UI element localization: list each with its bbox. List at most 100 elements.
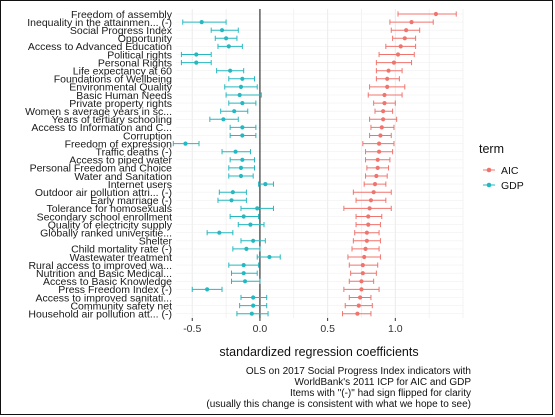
category-label: Access to improved sanitati... — [35, 292, 172, 304]
category-label: Corruption — [123, 130, 172, 142]
data-point — [229, 198, 234, 203]
data-point — [381, 117, 386, 122]
data-point — [402, 36, 407, 41]
series-layer — [172, 11, 457, 317]
category-label: Shelter — [139, 236, 173, 248]
data-point — [359, 287, 364, 292]
category-label: Foundations of Wellbeing — [54, 74, 172, 86]
legend-item-gdp: GDP — [483, 180, 524, 192]
category-label: Environmental Quality — [69, 82, 172, 94]
category-label: Personal Rights — [98, 57, 172, 69]
category-label: Wastewater treatment — [70, 252, 172, 264]
data-point — [230, 190, 235, 195]
data-point — [378, 133, 383, 138]
x-tick-label: -0.5 — [183, 323, 201, 335]
legend: term AIC GDP — [479, 142, 524, 192]
data-point — [238, 84, 244, 89]
x-tick-label: 1.0 — [388, 323, 403, 335]
category-label: Social Progress Index — [70, 25, 173, 37]
category-label: Child mortality rate (-) — [71, 244, 172, 256]
data-point — [267, 254, 272, 260]
category-label: Opportunity — [118, 33, 173, 45]
data-point — [219, 28, 225, 33]
data-point — [251, 295, 256, 300]
data-point — [385, 84, 390, 89]
data-point — [228, 68, 233, 73]
category-label: Community safety net — [70, 300, 172, 312]
legend-title: term — [479, 142, 504, 156]
caption: OLS on 2017 Social Progress Index indica… — [206, 366, 471, 410]
data-point — [372, 182, 378, 187]
category-label: Political rights — [107, 49, 172, 61]
data-point — [238, 173, 244, 179]
data-point — [375, 157, 380, 162]
category-label: Life expectancy at 60 — [73, 66, 172, 78]
data-point — [255, 206, 260, 211]
category-label: Basic Human Needs — [76, 90, 172, 102]
data-point — [356, 303, 361, 308]
category-label: Press Freedom Index (-) — [58, 284, 172, 296]
data-point — [368, 198, 374, 203]
data-point — [241, 214, 246, 219]
series-aic — [342, 11, 457, 317]
category-label: Quality of electricity supply — [48, 219, 173, 231]
category-label: Rural access to improved wa... — [28, 260, 172, 272]
data-point — [404, 28, 409, 33]
category-label: Access to piped water — [69, 155, 172, 167]
data-point — [364, 230, 369, 235]
caption-line-2: WorldBank's 2011 ICP for AIC and GDP — [295, 377, 472, 388]
category-label: Access to Advanced Education — [28, 41, 172, 53]
category-label: Inequality in the attainmen... (-) — [27, 17, 172, 29]
data-point — [237, 92, 242, 98]
category-label: Women s average years in sc... — [25, 106, 172, 118]
data-point — [240, 101, 245, 106]
data-point — [241, 271, 246, 276]
legend-label: GDP — [501, 180, 524, 192]
category-label: Access to Basic Knowledge — [43, 276, 172, 288]
category-label: Access to Information and C... — [31, 122, 172, 134]
data-point — [251, 303, 256, 308]
data-point — [194, 52, 199, 57]
data-point — [364, 238, 369, 243]
category-label: Water and Sanitation — [74, 171, 172, 183]
series-gdp — [172, 19, 281, 317]
data-point — [433, 11, 439, 17]
category-label: Household air pollution att... (-) — [28, 309, 172, 321]
data-point — [241, 263, 246, 268]
legend-key-dot — [486, 182, 492, 188]
category-label: Years of tertiary schooling — [52, 114, 173, 126]
data-point — [205, 287, 210, 292]
category-label: Tolerance for homosexuals — [47, 203, 172, 215]
data-point — [376, 141, 382, 146]
category-label: Freedom of expression — [65, 138, 173, 150]
category-label: Personal Freedom and Choice — [30, 163, 173, 175]
category-label: Secondary school enrollment — [37, 211, 172, 223]
data-point — [240, 157, 245, 162]
data-point — [360, 263, 365, 268]
data-point — [385, 76, 390, 81]
data-point — [221, 117, 226, 122]
data-point — [199, 20, 204, 25]
x-tick-label: 0.5 — [320, 323, 335, 335]
data-point — [248, 222, 253, 227]
category-label: Globally ranked universitie... — [40, 228, 172, 240]
data-point — [226, 44, 231, 49]
data-point — [183, 141, 188, 146]
data-point — [382, 101, 387, 106]
data-point — [371, 190, 376, 195]
data-point — [238, 165, 244, 170]
category-label: Internet users — [108, 179, 172, 191]
data-point — [223, 36, 229, 41]
category-label: Traffic deaths (-) — [96, 147, 172, 159]
data-point — [217, 230, 222, 235]
data-point — [382, 92, 387, 98]
x-tick-label: 0.0 — [253, 323, 268, 335]
data-point — [386, 68, 391, 73]
legend-label: AIC — [501, 165, 519, 177]
legend-key-dot — [486, 167, 492, 173]
data-point — [232, 109, 237, 114]
data-point — [355, 311, 360, 316]
